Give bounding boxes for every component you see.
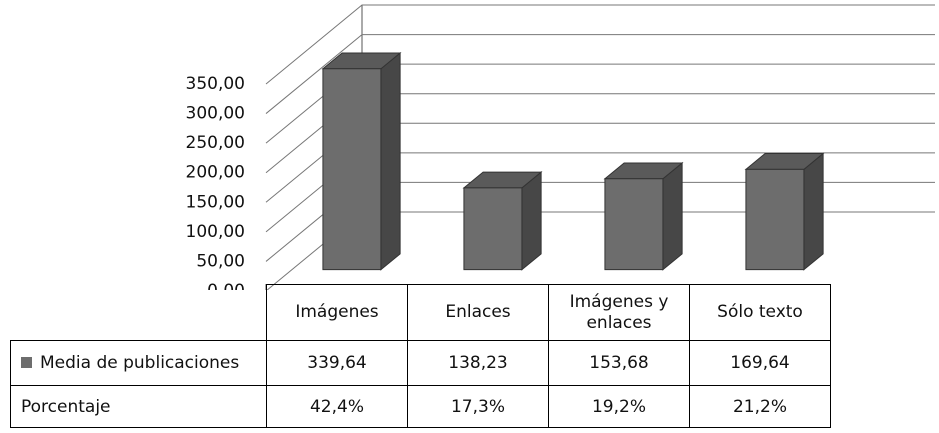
bar-side [380, 51, 401, 271]
row-label: Porcentaje [10, 385, 267, 428]
bar [603, 161, 684, 271]
series-row: Media de publicaciones 339,64 138,23 153… [10, 340, 831, 386]
grid-line [265, 4, 935, 85]
percent-cell: 17,3% [407, 385, 549, 428]
bar-front [745, 168, 805, 271]
category-cell: Imágenes y enlaces [548, 284, 690, 341]
y-tick-label: 100,00 [186, 222, 245, 242]
chart: 0,0050,00100,00150,00200,00250,00300,003… [186, 4, 935, 290]
bar-side [662, 161, 683, 271]
corner-cell [10, 284, 267, 341]
value-cell: 169,64 [689, 340, 831, 386]
percent-row: Porcentaje 42,4% 17,3% 19,2% 21,2% [10, 385, 831, 428]
legend-swatch [21, 357, 32, 368]
bar [321, 51, 402, 271]
y-tick-label: 150,00 [186, 192, 245, 212]
y-tick-label: 50,00 [196, 251, 245, 271]
bar-front [463, 187, 523, 271]
y-tick-label: 250,00 [186, 133, 245, 153]
y-tick-label: 350,00 [186, 74, 245, 94]
bar-front [322, 68, 382, 271]
percent-cell: 19,2% [548, 385, 690, 428]
category-cell: Enlaces [407, 284, 549, 341]
y-tick-label: 200,00 [186, 163, 245, 183]
bar-side [803, 152, 824, 271]
value-cell: 138,23 [407, 340, 549, 386]
percent-cell: 42,4% [266, 385, 408, 428]
value-cell: 153,68 [548, 340, 690, 386]
bar-front [604, 178, 664, 271]
grid-line [265, 34, 935, 114]
legend-label: Media de publicaciones [40, 353, 240, 373]
bar-side [521, 171, 542, 271]
value-cell: 339,64 [266, 340, 408, 386]
y-tick-label: 300,00 [186, 104, 245, 124]
legend-cell: Media de publicaciones [10, 340, 267, 386]
category-cell: Sólo texto [689, 284, 831, 341]
bar [462, 171, 543, 271]
percent-cell: 21,2% [689, 385, 831, 428]
header-row: Imágenes Enlaces Imágenes y enlaces Sólo… [10, 284, 831, 341]
category-cell: Imágenes [266, 284, 408, 341]
data-table: Imágenes Enlaces Imágenes y enlaces Sólo… [10, 284, 831, 428]
bar [744, 152, 825, 271]
